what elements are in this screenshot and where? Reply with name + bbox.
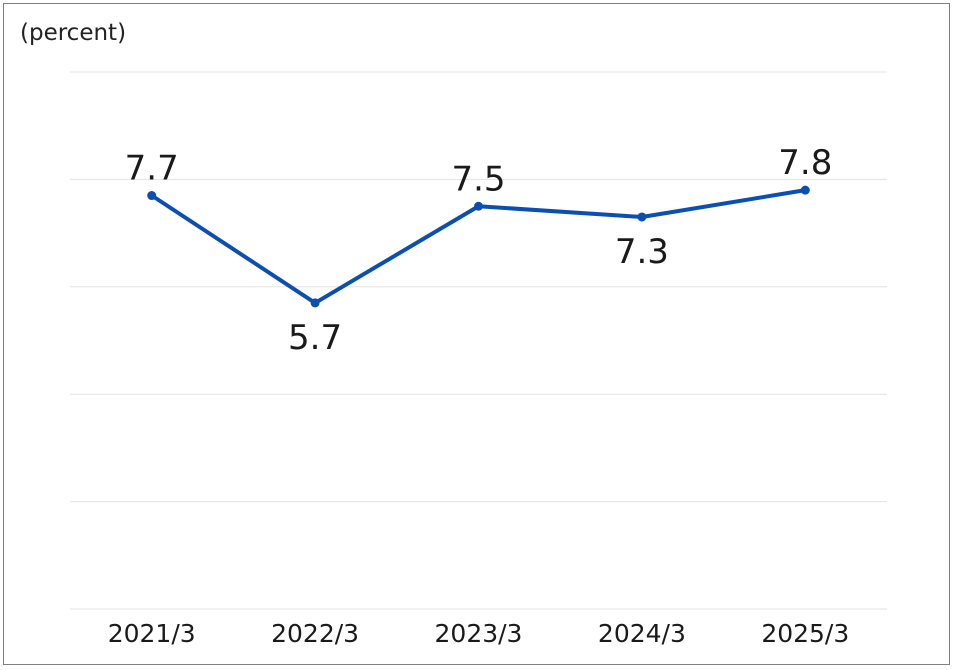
label-layer: 7.7 5.7 7.5 7.3 7.8 xyxy=(125,143,833,358)
chart-frame xyxy=(3,3,950,665)
line-layer xyxy=(147,185,810,308)
x-tick-label-2: 2022/3 xyxy=(271,619,359,648)
data-label-3: 7.5 xyxy=(451,159,505,199)
data-point-3 xyxy=(474,201,483,211)
data-point-5 xyxy=(800,185,810,195)
data-label-5: 7.8 xyxy=(778,143,832,183)
data-point-4 xyxy=(637,212,647,222)
data-point-1 xyxy=(147,191,157,201)
data-label-1: 7.7 xyxy=(125,149,179,189)
x-tick-label-1: 2021/3 xyxy=(108,619,196,648)
tick-layer: 2021/3 2022/3 2023/3 2024/3 2025/3 xyxy=(108,619,850,648)
data-label-2: 5.7 xyxy=(288,318,342,358)
data-point-2 xyxy=(310,298,320,308)
x-tick-label-4: 2024/3 xyxy=(598,619,686,648)
data-label-4: 7.3 xyxy=(615,232,669,272)
y-axis-unit-label: (percent) xyxy=(20,20,126,46)
grid-layer xyxy=(70,71,887,610)
x-tick-label-5: 2025/3 xyxy=(761,619,849,648)
x-tick-label-3: 2023/3 xyxy=(435,619,523,648)
